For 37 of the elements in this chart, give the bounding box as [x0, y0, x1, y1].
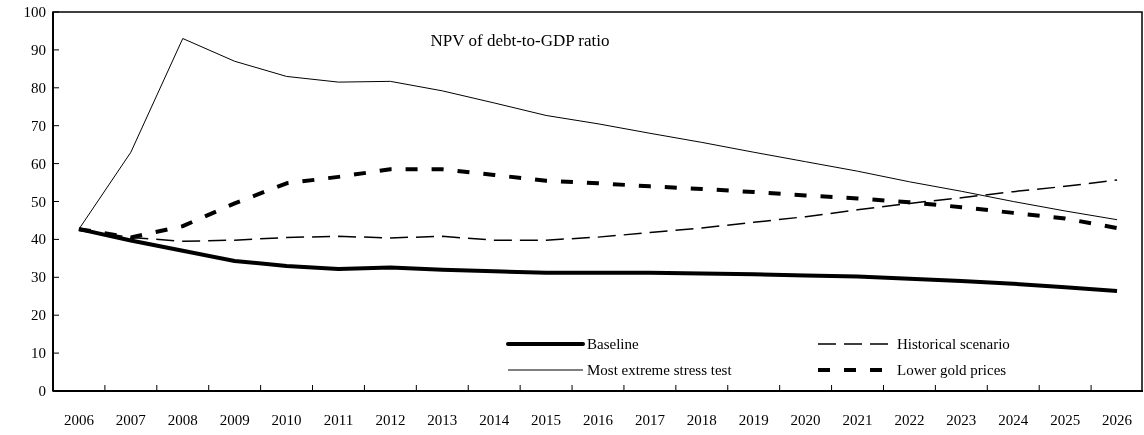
- x-tick-label: 2012: [375, 412, 406, 428]
- legend-label: Historical scenario: [897, 336, 1010, 352]
- legend-label: Lower gold prices: [897, 362, 1007, 378]
- x-tick-label: 2025: [1050, 412, 1081, 428]
- y-tick-label: 70: [31, 117, 46, 134]
- y-tick-label: 0: [38, 383, 46, 399]
- x-tick-label: 2006: [63, 412, 95, 428]
- y-tick-label: 40: [31, 231, 46, 248]
- x-tick-label: 2017: [634, 412, 666, 428]
- x-tick-label: 2019: [738, 412, 769, 428]
- y-tick-label: 80: [31, 79, 46, 96]
- x-tick-label: 2014: [479, 412, 510, 428]
- legend-label: Most extreme stress test: [587, 362, 733, 378]
- x-tick-label: 2013: [427, 412, 458, 428]
- x-tick-label: 2024: [998, 412, 1029, 428]
- x-tick-label: 2011: [323, 412, 354, 428]
- x-tick-label: 2023: [946, 412, 977, 428]
- y-tick-label: 90: [31, 41, 46, 58]
- y-tick-label: 10: [31, 345, 46, 362]
- x-tick-label: 2021: [842, 412, 873, 428]
- x-tick-label: 2020: [790, 412, 821, 428]
- x-tick-label: 2016: [583, 412, 614, 428]
- x-tick-label: 2018: [686, 412, 717, 428]
- y-tick-label: 30: [31, 269, 46, 286]
- x-tick-label: 2009: [219, 412, 250, 428]
- x-tick-label: 2010: [271, 412, 302, 428]
- x-tick-label: 2022: [894, 412, 925, 428]
- x-tick-label: 2007: [115, 412, 147, 428]
- x-tick-label: 2015: [531, 412, 562, 428]
- x-tick-label: 2008: [167, 412, 198, 428]
- x-tick-label: 2026: [1102, 412, 1133, 428]
- y-tick-label: 100: [23, 4, 46, 20]
- y-tick-label: 50: [31, 193, 46, 210]
- legend-label: Baseline: [587, 336, 639, 352]
- text: NPV of debt-to-GDP ratio: [430, 31, 610, 50]
- y-tick-label: 20: [31, 307, 46, 324]
- y-tick-label: 60: [31, 155, 46, 172]
